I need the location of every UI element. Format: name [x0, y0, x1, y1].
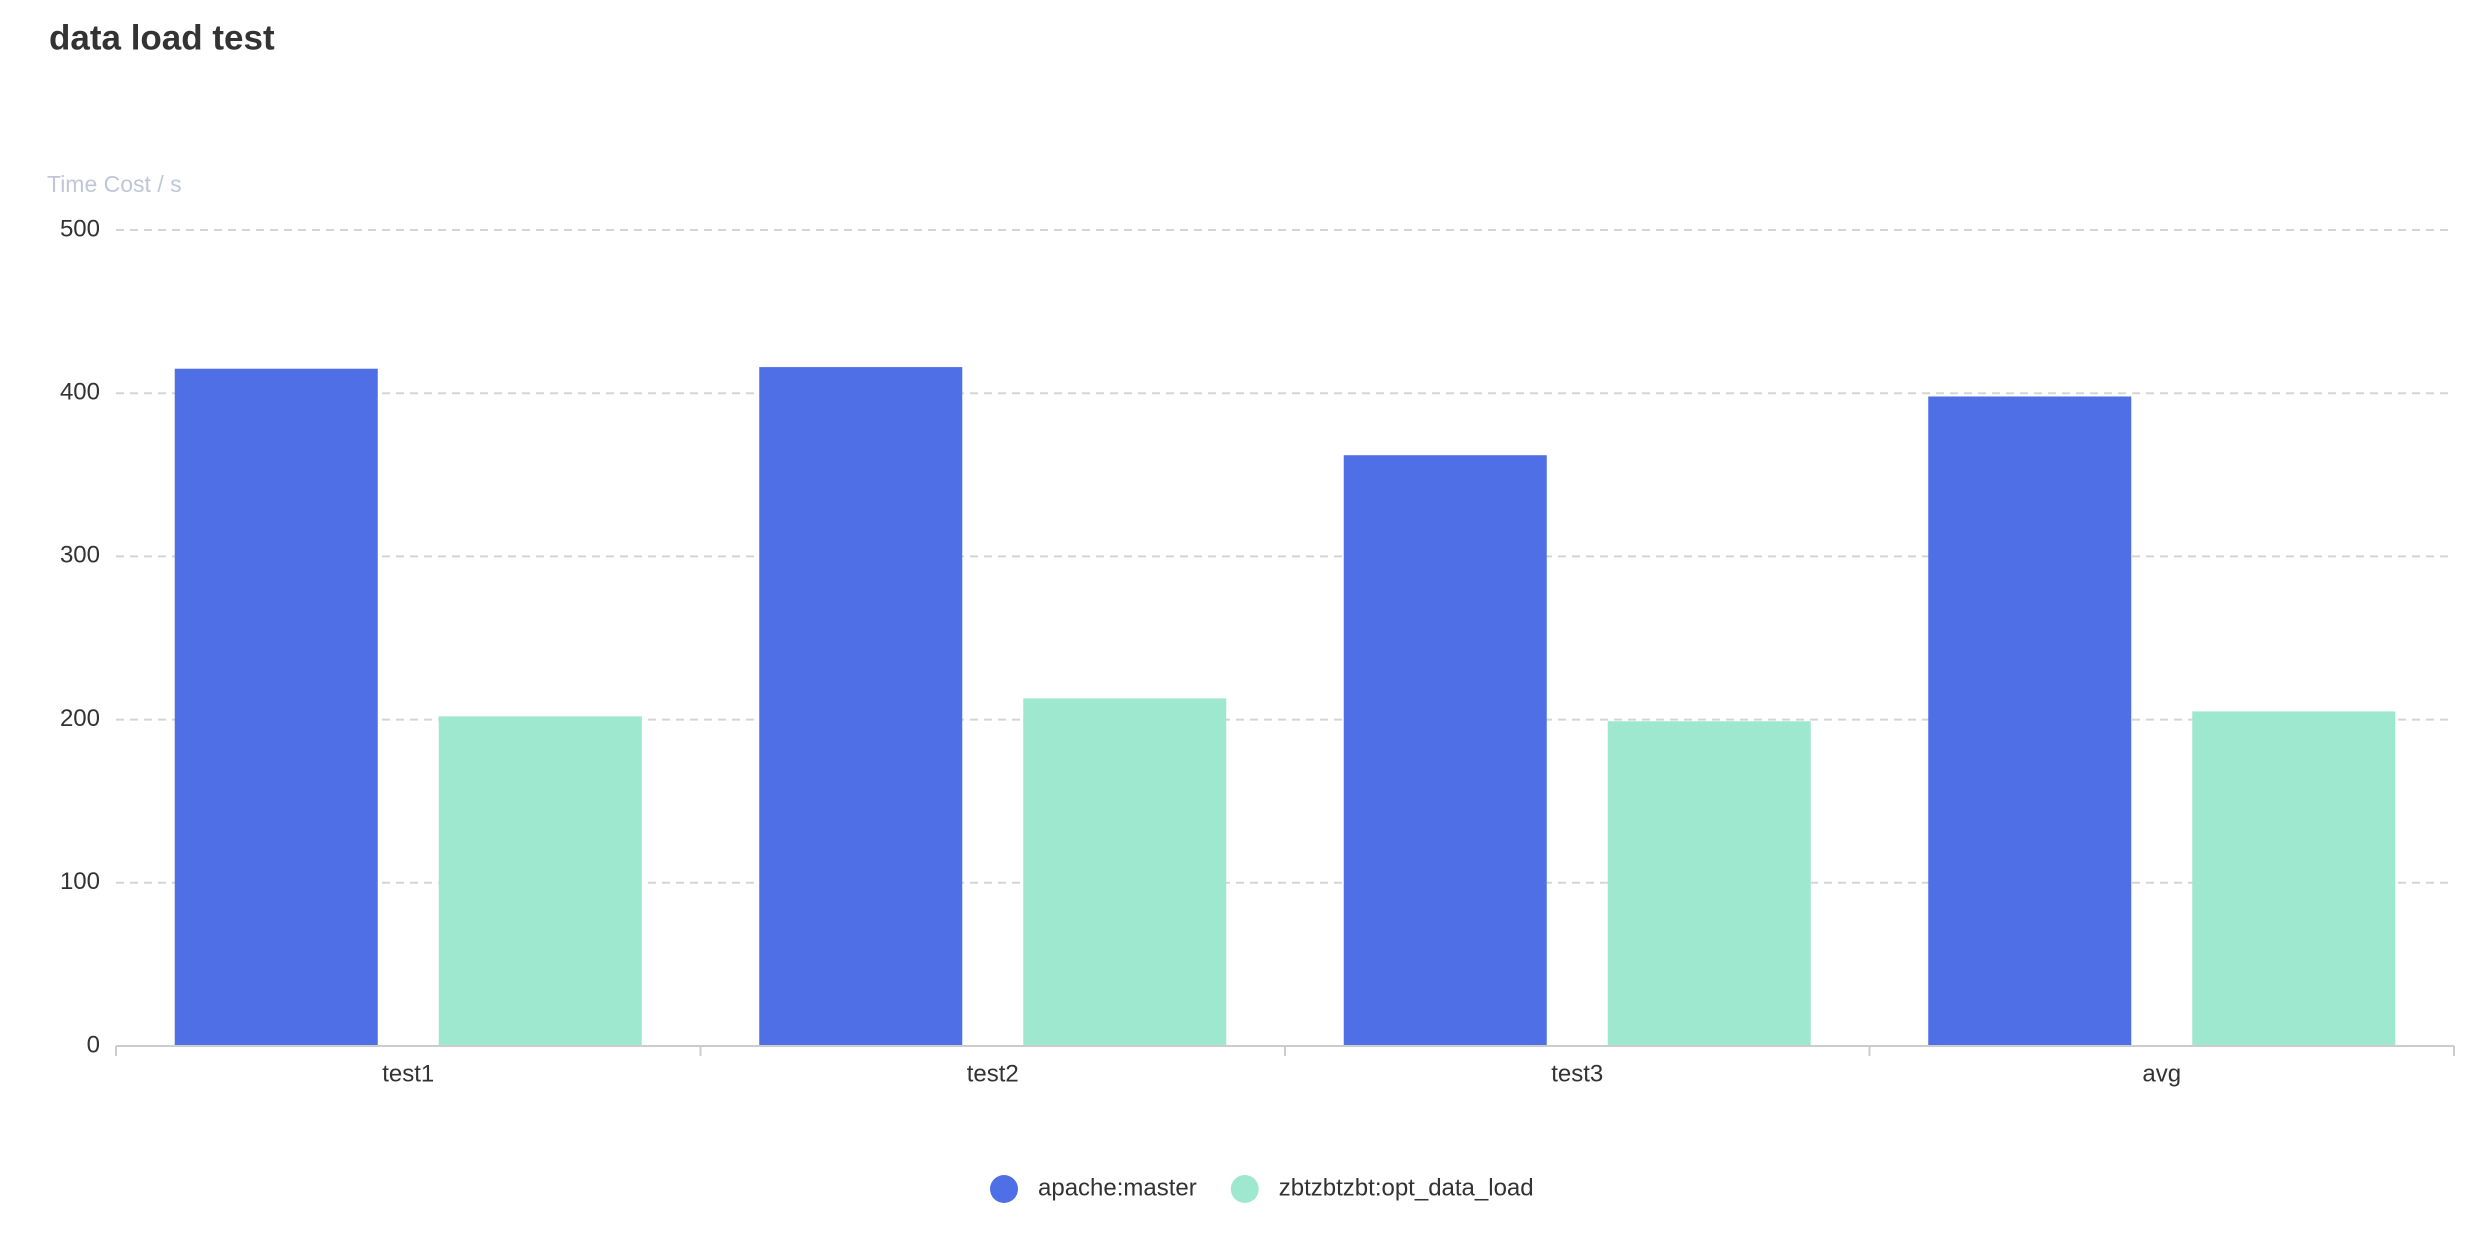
bar — [2192, 711, 2396, 1046]
y-axis-label: Time Cost / s — [47, 171, 182, 197]
y-tick-label: 500 — [60, 215, 100, 242]
bar — [1928, 396, 2132, 1046]
chart-title: data load test — [49, 18, 275, 57]
y-tick-label: 0 — [87, 1031, 100, 1058]
legend-label: apache:master — [1038, 1174, 1197, 1201]
y-tick-label: 400 — [60, 379, 100, 406]
legend-label: zbtzbtzbt:opt_data_load — [1279, 1174, 1534, 1201]
x-tick-label: test3 — [1551, 1060, 1603, 1087]
bar — [1343, 455, 1547, 1046]
bar — [759, 367, 963, 1046]
x-tick-label: test2 — [967, 1060, 1019, 1087]
bar — [1023, 698, 1227, 1046]
legend-marker — [1230, 1175, 1259, 1203]
y-tick-label: 300 — [60, 542, 100, 569]
y-tick-label: 100 — [60, 868, 100, 895]
legend-marker — [990, 1175, 1018, 1203]
bar — [438, 716, 642, 1046]
x-tick-label: avg — [2142, 1060, 2181, 1087]
bar — [174, 368, 378, 1047]
y-tick-label: 200 — [60, 705, 100, 732]
x-tick-label: test1 — [382, 1060, 434, 1087]
bar — [1607, 721, 1811, 1046]
